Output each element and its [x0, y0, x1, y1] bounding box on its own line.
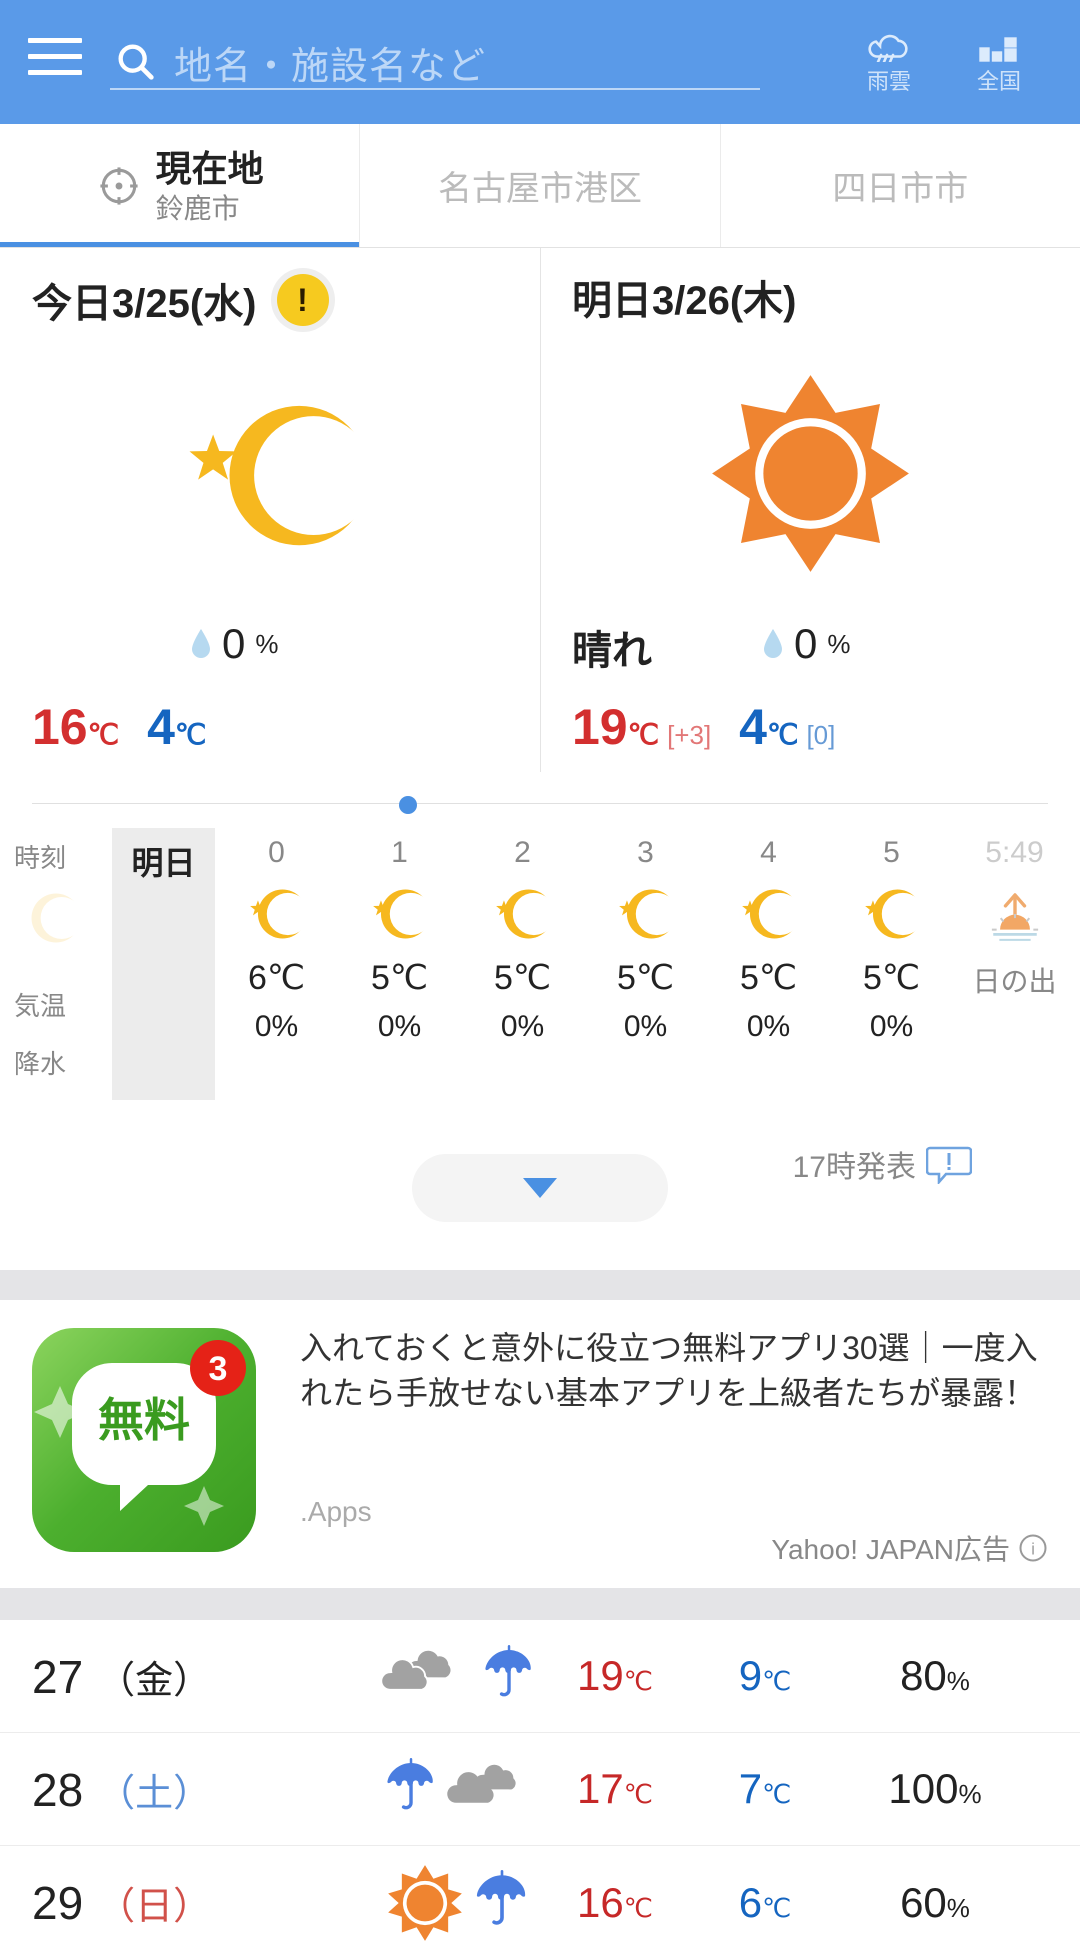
svg-text:無料: 無料 [98, 1394, 190, 1446]
svg-text:3: 3 [209, 1350, 228, 1388]
svg-text:i: i [1031, 1540, 1035, 1558]
